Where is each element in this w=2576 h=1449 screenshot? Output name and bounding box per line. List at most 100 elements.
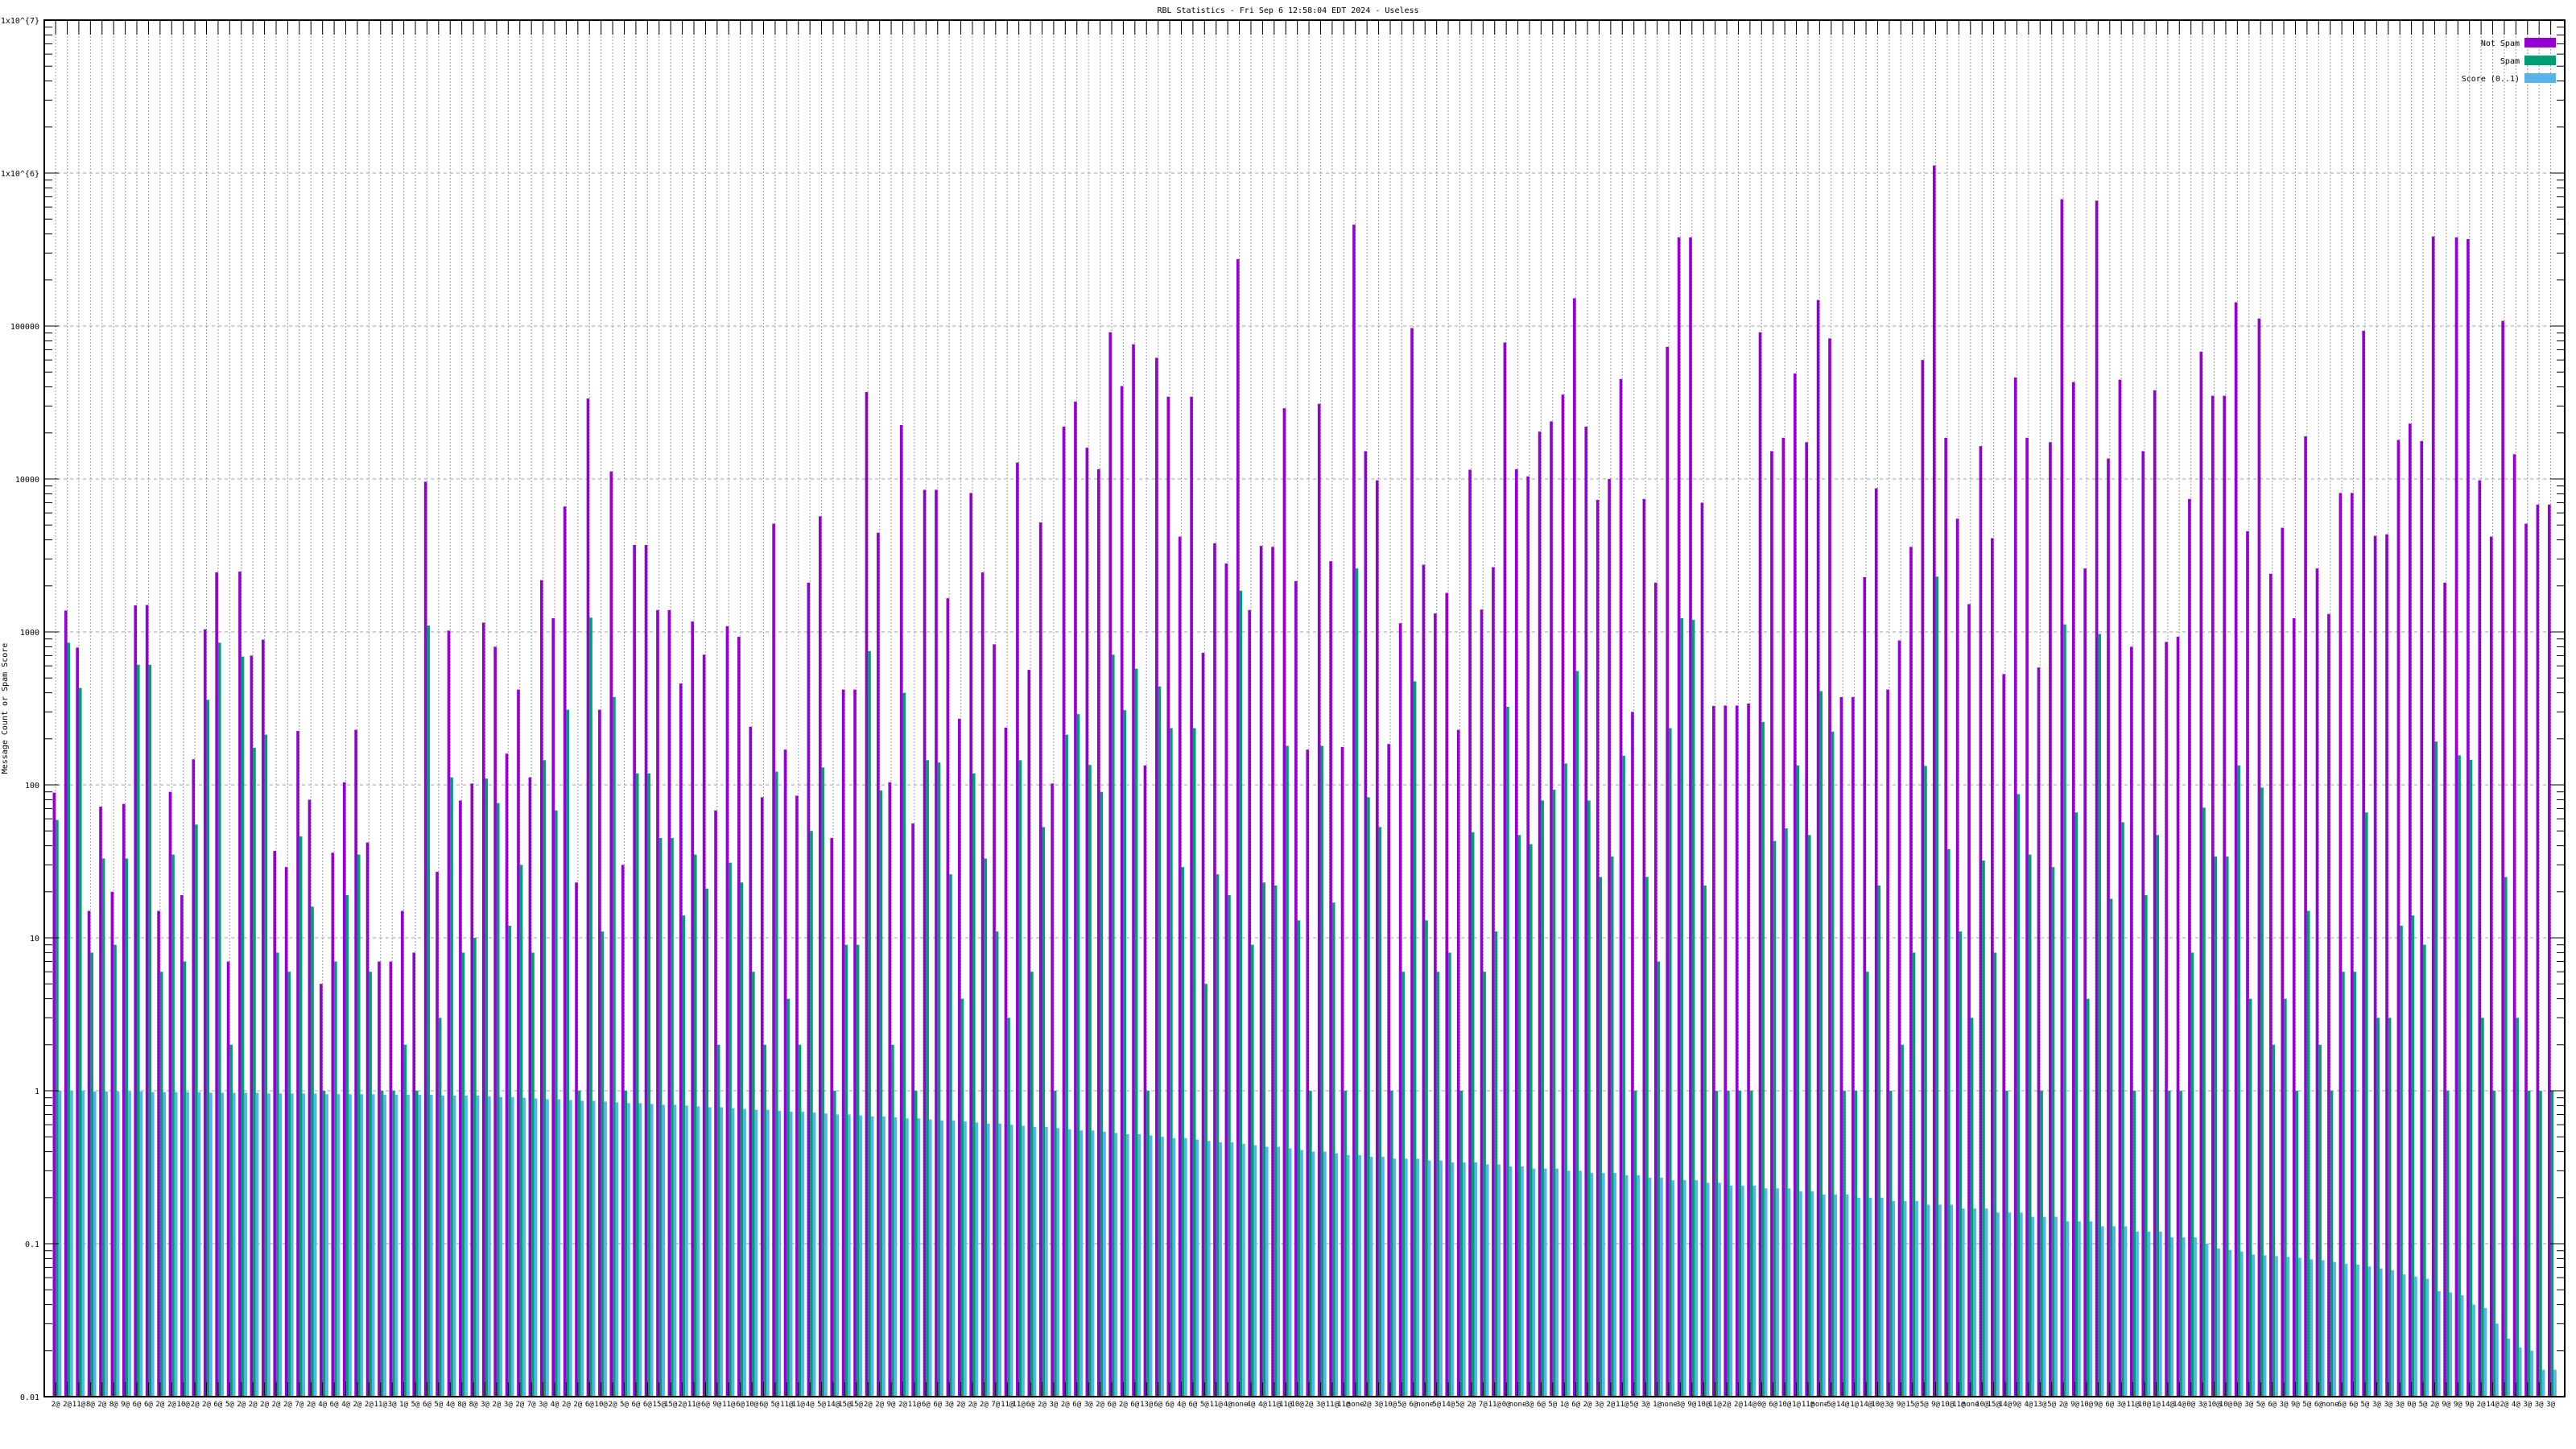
bar-spam (1761, 721, 1765, 1397)
bar-score (1067, 1129, 1071, 1397)
bar-not-spam (2002, 674, 2006, 1397)
bar-not-spam (2269, 573, 2273, 1397)
x-tick-label: 4@ (341, 1401, 350, 1409)
bar-score (1682, 1180, 1686, 1397)
x-tick-label: 9@ (121, 1401, 130, 1409)
bar-score (731, 1108, 735, 1397)
x-tick-label: 9@ (2070, 1401, 2079, 1409)
y-tick-label: 1 (35, 1088, 39, 1096)
bar-score (2321, 1260, 2325, 1397)
bar-not-spam (459, 800, 462, 1397)
bar-spam (276, 952, 279, 1397)
x-tick-label: 2@ (2430, 1401, 2439, 1409)
bar-spam (137, 664, 140, 1397)
bar-score (2507, 1338, 2511, 1397)
bar-not-spam (1224, 564, 1228, 1397)
bar-not-spam (1503, 342, 1507, 1397)
x-tick-label: 5@ (1397, 1401, 1406, 1409)
bar-score (1149, 1135, 1153, 1397)
bar-spam (868, 650, 871, 1397)
bar-score (720, 1107, 724, 1397)
bar-spam (2051, 867, 2055, 1397)
bar-score (2344, 1263, 2348, 1397)
bar-spam (1935, 576, 1939, 1397)
bar-spam (555, 810, 558, 1397)
bar-score (1579, 1170, 1582, 1397)
bar-spam (1030, 972, 1034, 1397)
x-tick-label: 4@ (446, 1401, 455, 1409)
x-tick-label: 3@ (2384, 1401, 2392, 1409)
x-tick-label: 10@ (1975, 1401, 1989, 1409)
x-tick-label: 2@ (864, 1401, 873, 1409)
bar-spam (1320, 745, 1324, 1397)
x-tick-label: 2@ (515, 1401, 524, 1409)
x-tick-label: 11@ (1013, 1401, 1026, 1409)
bar-score (2263, 1255, 2267, 1397)
bar-score (2472, 1304, 2475, 1397)
bar-spam (1344, 1091, 1347, 1397)
bar-score (1427, 1160, 1431, 1397)
bar-score (1996, 1212, 2000, 1397)
bar-spam (1970, 1018, 1974, 1397)
bar-score (267, 1093, 270, 1397)
bar-not-spam (331, 852, 335, 1397)
bar-score (1776, 1188, 1779, 1397)
bar-not-spam (436, 872, 439, 1397)
bar-score (569, 1100, 572, 1397)
bar-spam (1552, 789, 1556, 1397)
bar-spam (1053, 1091, 1057, 1397)
x-tick-label: 15@ (1906, 1401, 1920, 1409)
bar-not-spam (1085, 448, 1089, 1397)
x-tick-label: 4@ (1258, 1401, 1267, 1409)
bar-score (371, 1094, 375, 1397)
bar-score (2379, 1268, 2383, 1397)
bar-not-spam (1666, 346, 1669, 1397)
bar-not-spam (644, 545, 648, 1397)
bar-spam (2132, 1091, 2136, 1397)
bar-score (1091, 1130, 1095, 1397)
bar-spam (1773, 840, 1777, 1397)
bar-not-spam (980, 572, 985, 1397)
bar-not-spam (1038, 522, 1042, 1397)
bar-score (2031, 1216, 2035, 1397)
x-tick-label: 3@ (1641, 1401, 1650, 1409)
bar-spam (461, 952, 465, 1397)
bar-score (812, 1113, 816, 1397)
x-tick-label: 9@ (2013, 1401, 2021, 1409)
bar-spam (2388, 1018, 2392, 1397)
bar-not-spam (2454, 237, 2458, 1397)
bar-spam (566, 709, 570, 1397)
x-tick-label: 2@ (249, 1401, 258, 1409)
bar-score (2483, 1307, 2487, 1397)
bar-spam (2364, 812, 2368, 1397)
bar-not-spam (899, 425, 903, 1397)
bar-not-spam (2315, 568, 2319, 1397)
bar-spam (1877, 885, 1881, 1397)
x-tick-label: 11@ (2126, 1401, 2140, 1409)
bar-not-spam (1074, 402, 1077, 1397)
x-tick-label: 1@ (1850, 1401, 1859, 1409)
bar-spam (2190, 952, 2194, 1397)
x-tick-labels: 2@ 2@ 11@ 8@ 2@ 8@ 9@ 6@ 6@ 2@ 2@ 10@ 2@ 2@ 6@ 5@ 2@ 2@ 2@… (52, 1401, 2556, 1409)
bar-spam (821, 767, 825, 1397)
x-tick-label: 6@ (2349, 1401, 2358, 1409)
bar-spam (1541, 800, 1544, 1397)
bar-not-spam (203, 629, 207, 1397)
bar-spam (1134, 668, 1138, 1397)
x-tick-label: 4@ (318, 1401, 327, 1409)
bar-spam (473, 938, 477, 1397)
x-tick-label: 6@ (1571, 1401, 1580, 1409)
legend-swatch (2524, 73, 2556, 83)
bar-not-spam (1062, 426, 1066, 1397)
x-tick-label: 9@ (2291, 1401, 2300, 1409)
bar-score (2078, 1221, 2081, 1397)
bar-not-spam (1027, 670, 1031, 1397)
bar-spam (1297, 920, 1301, 1397)
x-tick-label: 14@ (2173, 1401, 2186, 1409)
bar-score (2124, 1226, 2128, 1397)
bar-not-spam (795, 795, 799, 1397)
bar-score (2147, 1231, 2151, 1397)
bar-score (615, 1102, 619, 1397)
bar-score (464, 1095, 468, 1397)
bar-score (848, 1114, 851, 1397)
